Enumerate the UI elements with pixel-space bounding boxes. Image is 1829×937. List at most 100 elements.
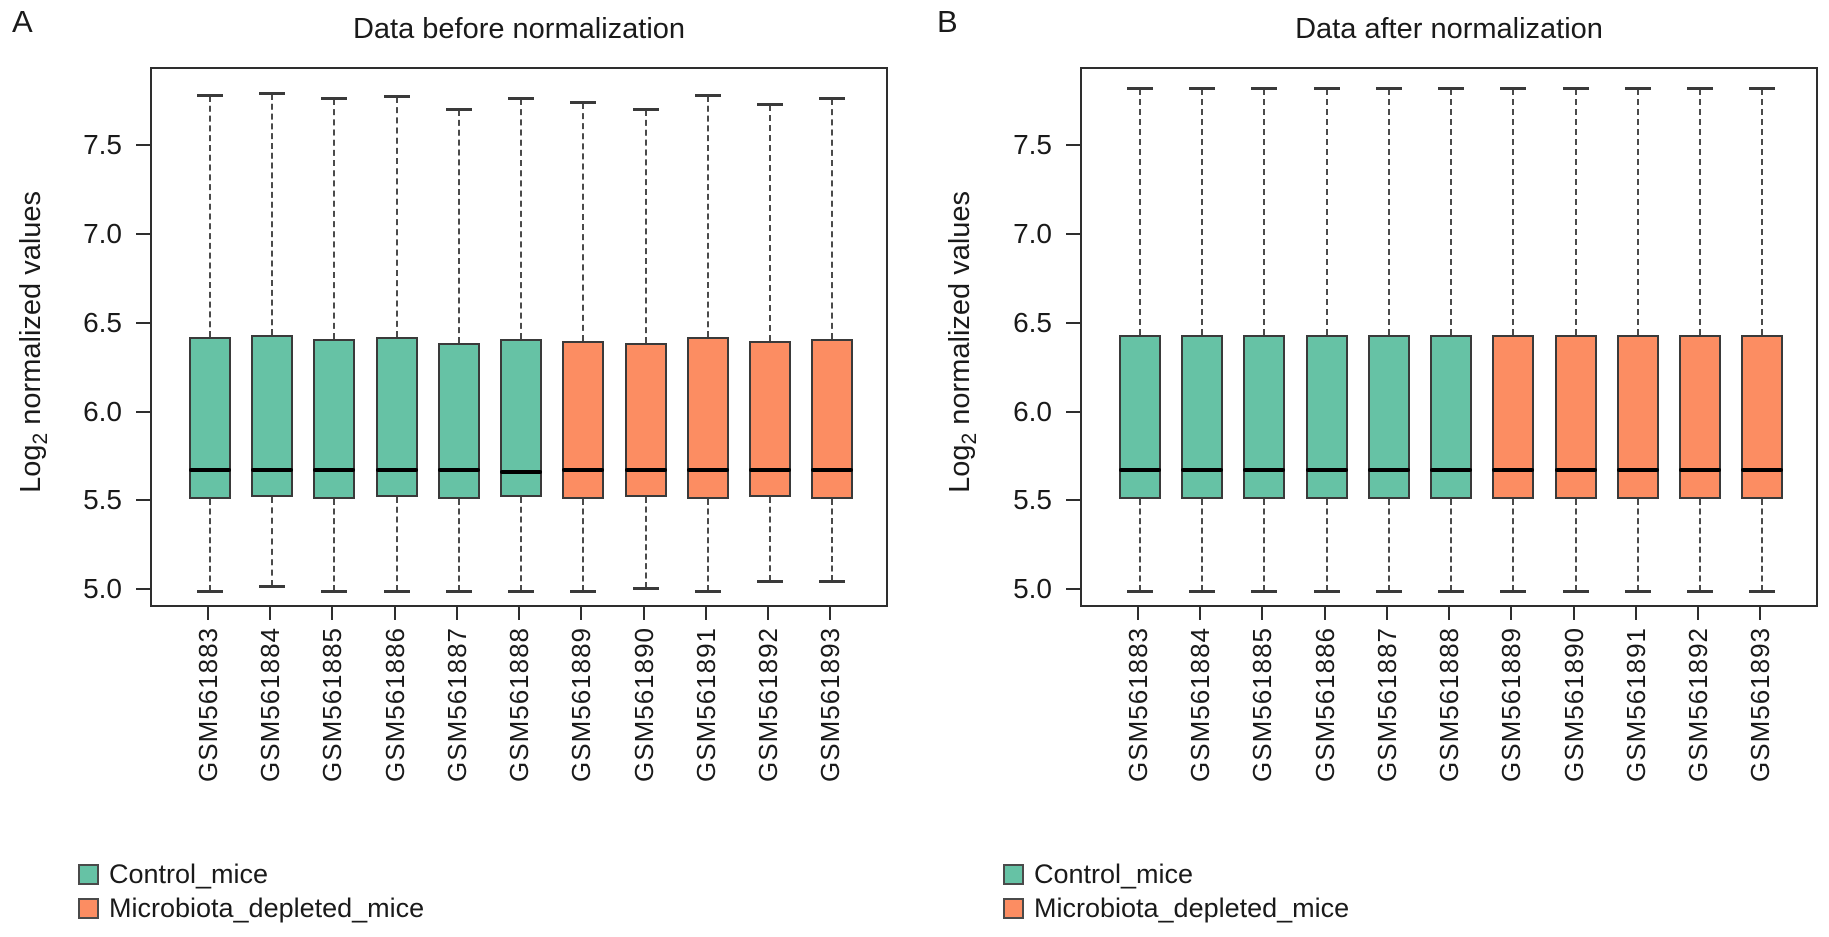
median-line bbox=[562, 468, 605, 473]
x-axis-tick-label: GSM561887 bbox=[1371, 627, 1402, 782]
upper-whisker bbox=[1201, 88, 1204, 336]
y-axis-tick bbox=[136, 232, 150, 235]
legend-label: Microbiota_depleted_mice bbox=[109, 893, 425, 923]
median-line bbox=[748, 468, 791, 473]
upper-whisker-cap bbox=[1624, 86, 1651, 90]
lower-whisker-cap bbox=[1251, 590, 1278, 594]
lower-whisker-cap bbox=[1562, 590, 1589, 594]
upper-whisker bbox=[1387, 88, 1390, 336]
x-axis-tick bbox=[766, 607, 769, 620]
x-axis-tick-label: GSM561886 bbox=[379, 627, 410, 782]
y-axis-tick-label: 6.5 bbox=[83, 306, 122, 338]
upper-whisker bbox=[1325, 88, 1328, 336]
lower-whisker-cap bbox=[694, 590, 721, 594]
lower-whisker bbox=[1139, 498, 1142, 592]
boxplot-box bbox=[1305, 335, 1348, 499]
lower-whisker bbox=[395, 497, 398, 592]
x-axis-tick-label: GSM561892 bbox=[752, 627, 783, 782]
lower-whisker-cap bbox=[1500, 590, 1527, 594]
panel-label-a: A bbox=[12, 4, 33, 39]
upper-whisker bbox=[831, 99, 834, 339]
plot-area bbox=[1080, 67, 1818, 607]
x-axis-tick bbox=[580, 607, 583, 620]
y-axis-tick bbox=[1066, 588, 1080, 591]
median-line bbox=[251, 468, 294, 473]
boxplot-box bbox=[562, 340, 605, 499]
median-line bbox=[500, 470, 543, 475]
lower-whisker bbox=[1450, 498, 1453, 592]
y-axis-label-subscript: 2 bbox=[28, 432, 52, 445]
y-axis-tick-label: 6.0 bbox=[1013, 395, 1052, 427]
legend: Control_mice Microbiota_depleted_mice bbox=[1003, 857, 1349, 925]
median-line bbox=[811, 468, 854, 473]
median-line bbox=[375, 468, 418, 473]
median-line bbox=[1741, 468, 1784, 473]
median-line bbox=[1430, 468, 1473, 473]
x-axis-tick bbox=[518, 607, 521, 620]
upper-whisker bbox=[768, 104, 771, 341]
panel-label-b: B bbox=[937, 4, 958, 39]
lower-whisker-cap bbox=[570, 590, 597, 594]
legend-label: Control_mice bbox=[109, 859, 269, 889]
upper-whisker-cap bbox=[1749, 86, 1776, 90]
y-axis-tick bbox=[1066, 410, 1080, 413]
x-axis-tick-label: GSM561886 bbox=[1309, 627, 1340, 782]
upper-whisker bbox=[1139, 88, 1142, 336]
median-line bbox=[1181, 468, 1224, 473]
upper-whisker-cap bbox=[1500, 86, 1527, 90]
lower-whisker bbox=[271, 497, 274, 586]
x-axis-tick-label: GSM561892 bbox=[1682, 627, 1713, 782]
lower-whisker bbox=[706, 498, 709, 592]
x-axis-tick bbox=[393, 607, 396, 620]
upper-whisker-cap bbox=[1686, 86, 1713, 90]
boxplot-box bbox=[313, 339, 356, 499]
median-line bbox=[189, 468, 232, 473]
lower-whisker-cap bbox=[383, 590, 410, 594]
lower-whisker bbox=[644, 497, 647, 588]
panel-after-normalization: B Data after normalization Log2 normaliz… bbox=[915, 0, 1829, 937]
legend-row: Control_mice bbox=[1003, 857, 1349, 891]
x-axis-tick bbox=[1572, 607, 1575, 620]
lower-whisker-cap bbox=[1749, 590, 1776, 594]
y-axis-tick-label: 7.0 bbox=[1013, 217, 1052, 249]
x-axis-tick-label: GSM561883 bbox=[1123, 627, 1154, 782]
lower-whisker-cap bbox=[259, 584, 286, 588]
upper-whisker bbox=[333, 99, 336, 339]
upper-whisker-cap bbox=[1562, 86, 1589, 90]
upper-whisker bbox=[271, 93, 274, 336]
y-axis-tick-label: 5.0 bbox=[83, 573, 122, 605]
boxplot-box bbox=[1678, 335, 1721, 499]
lower-whisker bbox=[831, 498, 834, 581]
legend-row: Control_mice bbox=[78, 857, 424, 891]
x-axis-tick-label: GSM561885 bbox=[1247, 627, 1278, 782]
x-axis-tick-label: GSM561889 bbox=[1496, 627, 1527, 782]
y-axis-tick-label: 5.5 bbox=[1013, 484, 1052, 516]
legend-row: Microbiota_depleted_mice bbox=[1003, 891, 1349, 925]
x-axis-tick bbox=[1759, 607, 1762, 620]
panel-before-normalization: A Data before normalization Log2 normali… bbox=[0, 0, 914, 937]
upper-whisker bbox=[582, 102, 585, 341]
upper-whisker-cap bbox=[259, 91, 286, 95]
x-axis-tick-label: GSM561890 bbox=[1558, 627, 1589, 782]
median-line bbox=[1243, 468, 1286, 473]
x-axis-tick bbox=[642, 607, 645, 620]
median-line bbox=[1367, 468, 1410, 473]
y-axis-tick-label: 7.0 bbox=[83, 217, 122, 249]
x-axis-tick bbox=[331, 607, 334, 620]
median-line bbox=[1678, 468, 1721, 473]
upper-whisker-cap bbox=[1375, 86, 1402, 90]
boxplot-box bbox=[811, 339, 854, 499]
legend-row: Microbiota_depleted_mice bbox=[78, 891, 424, 925]
lower-whisker bbox=[457, 498, 460, 592]
median-line bbox=[313, 468, 356, 473]
upper-whisker bbox=[1512, 88, 1515, 336]
upper-whisker bbox=[395, 97, 398, 338]
x-axis-tick bbox=[704, 607, 707, 620]
legend-label: Microbiota_depleted_mice bbox=[1034, 893, 1350, 923]
upper-whisker-cap bbox=[570, 100, 597, 104]
lower-whisker-cap bbox=[1375, 590, 1402, 594]
lower-whisker-cap bbox=[1189, 590, 1216, 594]
x-axis-tick bbox=[1323, 607, 1326, 620]
x-axis-tick bbox=[1261, 607, 1264, 620]
lower-whisker bbox=[209, 498, 212, 592]
